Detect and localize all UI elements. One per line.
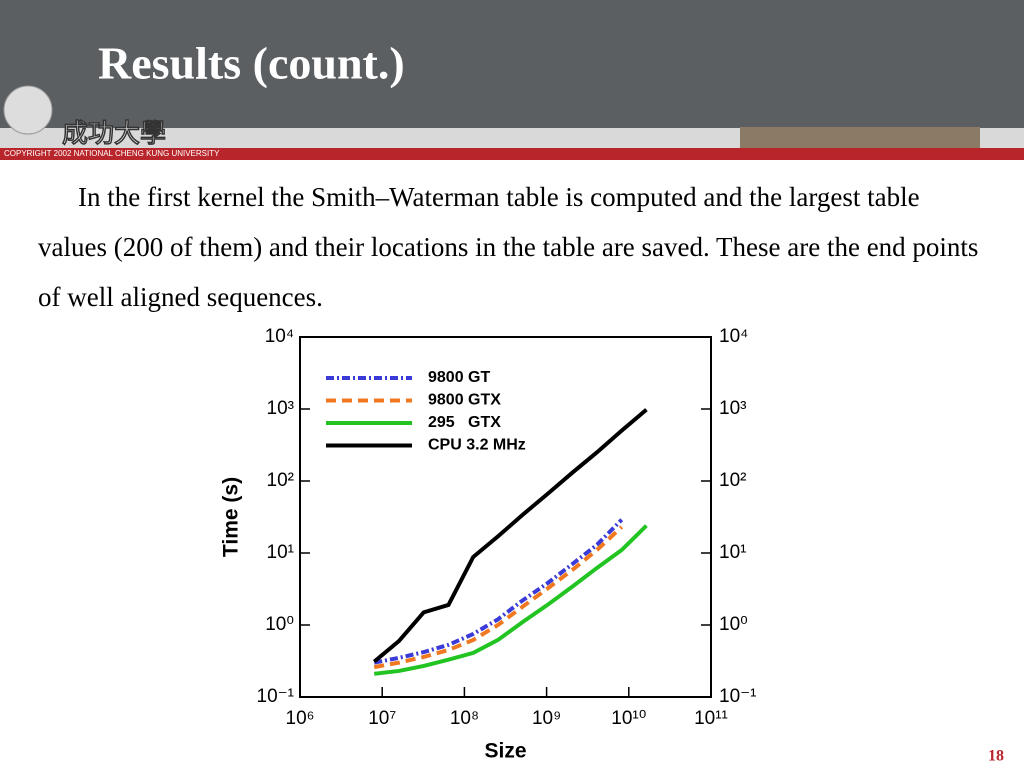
y2-tick-label: 10⁰ [719,614,748,635]
paragraph: In the first kernel the Smith–Waterman t… [38,182,979,312]
y-tick-label: 10³ [267,398,294,419]
y2-tick-label: 10¹ [719,542,746,563]
legend-label: 9800 GT [428,369,490,386]
y2-tick-label: 10² [719,470,746,491]
x-tick-label: 10⁷ [368,708,396,729]
copyright: COPYRIGHT 2002 NATIONAL CHENG KUNG UNIVE… [4,149,220,158]
legend-label: CPU 3.2 MHz [428,437,526,454]
plot-frame [299,336,712,698]
x-tick-label: 10⁹ [532,708,561,729]
red-stripe [0,148,1024,160]
page-number: 18 [988,748,1004,765]
header-band [0,0,1024,128]
slide-title: Results (count.) [98,38,405,89]
series-line [374,524,648,676]
photo-strip [740,127,980,148]
y-tick-label: 10⁻¹ [257,686,295,707]
y2-tick-label: 10³ [719,398,746,419]
series-line [372,408,648,664]
x-tick-label: 10¹¹ [694,708,728,729]
legend-label: 295 GTX [428,414,501,431]
y-tick-label: 10¹ [267,542,294,563]
x-tick-label: 10⁸ [450,708,479,729]
series-line [373,525,624,670]
logo-text: 成功大學 [62,119,166,148]
y2-tick-label: 10⁴ [719,326,748,347]
x-axis-label: Size [484,740,526,763]
y-tick-label: 10⁰ [265,614,294,635]
y-axis-label: Time (s) [220,477,243,557]
logo-emblem [3,85,53,135]
y-tick-label: 10⁴ [265,326,294,347]
x-tick-label: 10⁶ [286,708,315,729]
y-tick-label: 10² [267,470,294,491]
y2-tick-label: 10⁻¹ [719,686,757,707]
legend-label: 9800 GTX [428,392,501,409]
series-line [373,518,624,665]
x-tick-label: 10¹⁰ [611,708,646,729]
